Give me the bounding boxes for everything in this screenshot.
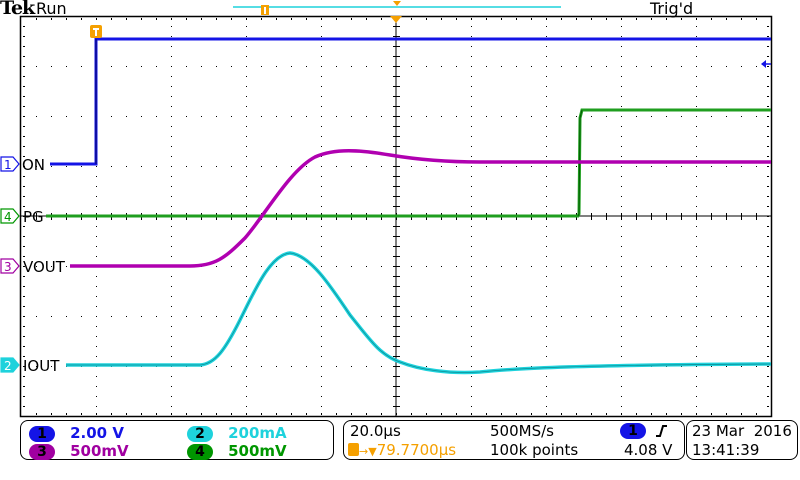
ch1-scale: 2.00 V (70, 424, 124, 442)
ch3-waveform (70, 149, 771, 268)
vertical-settings-panel[interactable]: 1 2.00 V 3 500mV 2 200mA 4 500mV (20, 420, 334, 460)
svg-text:4: 4 (4, 210, 12, 224)
ch1-marker[interactable]: 1 (0, 156, 20, 172)
arrow-icon: →▼ (359, 445, 377, 458)
ch3-scale-readout[interactable]: 3 500mV (29, 441, 129, 460)
trigger-position-readout: →▼79.7700µs (348, 441, 456, 459)
trigger-level-icon[interactable] (761, 60, 771, 68)
time: 13:41:39 (692, 441, 760, 459)
ch2-label: IOUT (23, 357, 60, 375)
rising-edge-icon (656, 425, 667, 437)
record-length: 100k points (490, 441, 579, 459)
sample-rate: 500MS/s (490, 422, 554, 440)
trigger-level: 4.08 V (624, 441, 673, 459)
ch2-scale: 200mA (228, 424, 287, 442)
time-per-div: 20.0µs (350, 422, 401, 440)
ch1-waveform (50, 37, 771, 166)
horizontal-trigger-panel[interactable]: 20.0µs →▼79.7700µs 500MS/s 100k points 1… (343, 420, 685, 460)
ch3-marker[interactable]: 3 (0, 258, 20, 274)
trigger-position-icon (390, 16, 402, 23)
ch4-badge: 4 (187, 444, 213, 460)
datetime-panel[interactable]: 23 Mar 2016 13:41:39 (686, 420, 798, 460)
svg-text:3: 3 (4, 260, 12, 274)
ch1-label: ON (22, 156, 46, 174)
expansion-point-icon (393, 1, 401, 6)
ch3-badge: 3 (29, 444, 55, 460)
ch4-scale: 500mV (228, 442, 287, 460)
waveform-display[interactable]: 1 4 3 2 (0, 0, 800, 420)
ch2-badge: 2 (187, 426, 213, 442)
ch2-marker[interactable]: 2 (0, 357, 20, 373)
ch3-scale: 500mV (70, 442, 129, 460)
record-trigger-icon (261, 5, 269, 15)
svg-text:1: 1 (4, 158, 12, 172)
date: 23 Mar 2016 (692, 422, 792, 440)
run-status: Run (36, 0, 67, 18)
trigger-position: 79.7700µs (376, 441, 457, 459)
ch2-scale-readout[interactable]: 2 200mA (187, 423, 287, 442)
ch4-scale-readout[interactable]: 4 500mV (187, 441, 287, 460)
trigger-point-icon (90, 25, 102, 38)
ch4-marker[interactable]: 4 (0, 208, 20, 224)
trigger-t-icon (348, 443, 359, 456)
trigger-source-badge: 1 (620, 423, 646, 439)
brand-logo: Tek (0, 0, 35, 19)
ch4-label: PG (23, 208, 44, 226)
ch1-badge: 1 (29, 426, 55, 442)
ch3-label: VOUT (23, 258, 65, 276)
trigger-status: Trig'd (650, 0, 694, 18)
ch1-scale-readout[interactable]: 1 2.00 V (29, 423, 124, 442)
svg-text:2: 2 (4, 359, 12, 373)
ch2-waveform (66, 251, 772, 375)
